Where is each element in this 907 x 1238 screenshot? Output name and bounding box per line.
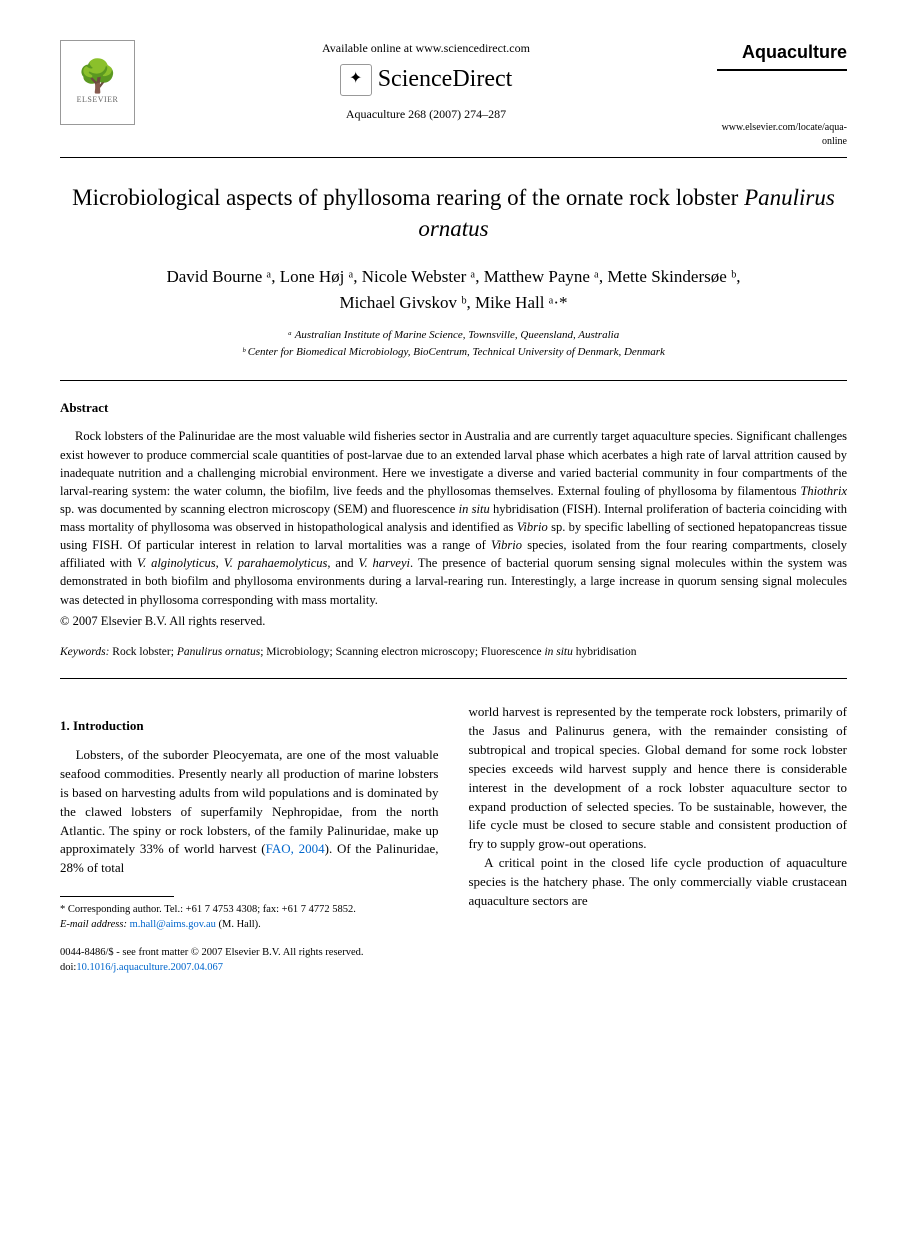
intro-p1-right: world harvest is represented by the temp…	[469, 703, 848, 854]
authors-line-2: Michael Givskov ᵇ, Mike Hall ᵃ·*	[60, 290, 847, 316]
citation: Aquaculture 268 (2007) 274–287	[135, 106, 717, 123]
doi-line: doi:10.1016/j.aquaculture.2007.04.067	[60, 961, 439, 976]
available-online-text: Available online at www.sciencedirect.co…	[135, 40, 717, 57]
title-text: Microbiological aspects of phyllosoma re…	[72, 185, 744, 210]
elsevier-tree-icon: 🌳	[78, 60, 118, 92]
column-left: 1. Introduction Lobsters, of the suborde…	[60, 703, 439, 976]
doi-link[interactable]: 10.1016/j.aquaculture.2007.04.067	[76, 962, 223, 973]
publisher-name: ELSEVIER	[77, 94, 119, 105]
article-title: Microbiological aspects of phyllosoma re…	[60, 182, 847, 244]
corr-author-line: * Corresponding author. Tel.: +61 7 4753…	[60, 903, 439, 918]
journal-name: Aquaculture	[717, 40, 847, 71]
page-header: 🌳 ELSEVIER Available online at www.scien…	[60, 40, 847, 149]
corr-email-line: E-mail address: m.hall@aims.gov.au (M. H…	[60, 918, 439, 933]
affiliation-b: ᵇ Center for Biomedical Microbiology, Bi…	[60, 344, 847, 361]
footer-block: 0044-8486/$ - see front matter © 2007 El…	[60, 946, 439, 975]
corresponding-author-footnote: * Corresponding author. Tel.: +61 7 4753…	[60, 903, 439, 932]
sciencedirect-logo: ✦ ScienceDirect	[135, 63, 717, 97]
sciencedirect-text: ScienceDirect	[378, 63, 513, 97]
sciencedirect-icon: ✦	[340, 64, 372, 96]
header-rule	[60, 157, 847, 158]
keywords: Keywords: Rock lobster; Panulirus ornatu…	[60, 644, 847, 660]
abstract-body: Rock lobsters of the Palinuridae are the…	[60, 427, 847, 608]
footnote-rule	[60, 896, 174, 897]
abstract-heading: Abstract	[60, 399, 847, 417]
column-right: world harvest is represented by the temp…	[469, 703, 848, 976]
journal-box: Aquaculture www.elsevier.com/locate/aqua…	[717, 40, 847, 149]
body-columns: 1. Introduction Lobsters, of the suborde…	[60, 703, 847, 976]
authors-line-1: David Bourne ᵃ, Lone Høj ᵃ, Nicole Webst…	[60, 264, 847, 290]
affiliations: ᵃ Australian Institute of Marine Science…	[60, 327, 847, 360]
authors: David Bourne ᵃ, Lone Høj ᵃ, Nicole Webst…	[60, 264, 847, 315]
pre-abstract-rule	[60, 380, 847, 381]
issn-line: 0044-8486/$ - see front matter © 2007 El…	[60, 946, 439, 961]
journal-url[interactable]: www.elsevier.com/locate/aqua-online	[717, 121, 847, 149]
keywords-label: Keywords:	[60, 646, 109, 658]
intro-p2-right: A critical point in the closed life cycl…	[469, 854, 848, 911]
corr-email-link[interactable]: m.hall@aims.gov.au	[130, 919, 216, 930]
email-label: E-mail address:	[60, 919, 127, 930]
intro-p1-left: Lobsters, of the suborder Pleocyemata, a…	[60, 746, 439, 878]
center-header: Available online at www.sciencedirect.co…	[135, 40, 717, 123]
ref-fao-2004[interactable]: FAO, 2004	[266, 841, 325, 856]
post-abstract-rule	[60, 678, 847, 679]
abstract-copyright: © 2007 Elsevier B.V. All rights reserved…	[60, 613, 847, 631]
affiliation-a: ᵃ Australian Institute of Marine Science…	[60, 327, 847, 344]
elsevier-logo: 🌳 ELSEVIER	[60, 40, 135, 125]
intro-heading: 1. Introduction	[60, 717, 439, 736]
